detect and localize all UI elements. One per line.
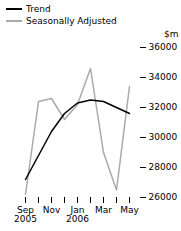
svg-text:36000: 36000 — [149, 42, 178, 52]
svg-text:28000: 28000 — [149, 162, 178, 172]
svg-text:$m: $m — [164, 29, 179, 39]
svg-text:30000: 30000 — [149, 132, 178, 142]
svg-text:Jan2006: Jan2006 — [66, 205, 89, 224]
html-text:Trend: Trend — [26, 4, 51, 14]
svg-text:Sep2005: Sep2005 — [14, 205, 37, 224]
html-text:Seasonally Adjusted: Seasonally Adjusted — [26, 16, 117, 26]
svg-text:26000: 26000 — [149, 192, 178, 202]
svg-text:Nov: Nov — [43, 205, 61, 215]
svg-text:Mar: Mar — [95, 205, 112, 215]
svg-text:32000: 32000 — [149, 102, 178, 112]
svg-text:34000: 34000 — [149, 72, 178, 82]
svg-text:May: May — [120, 205, 139, 215]
